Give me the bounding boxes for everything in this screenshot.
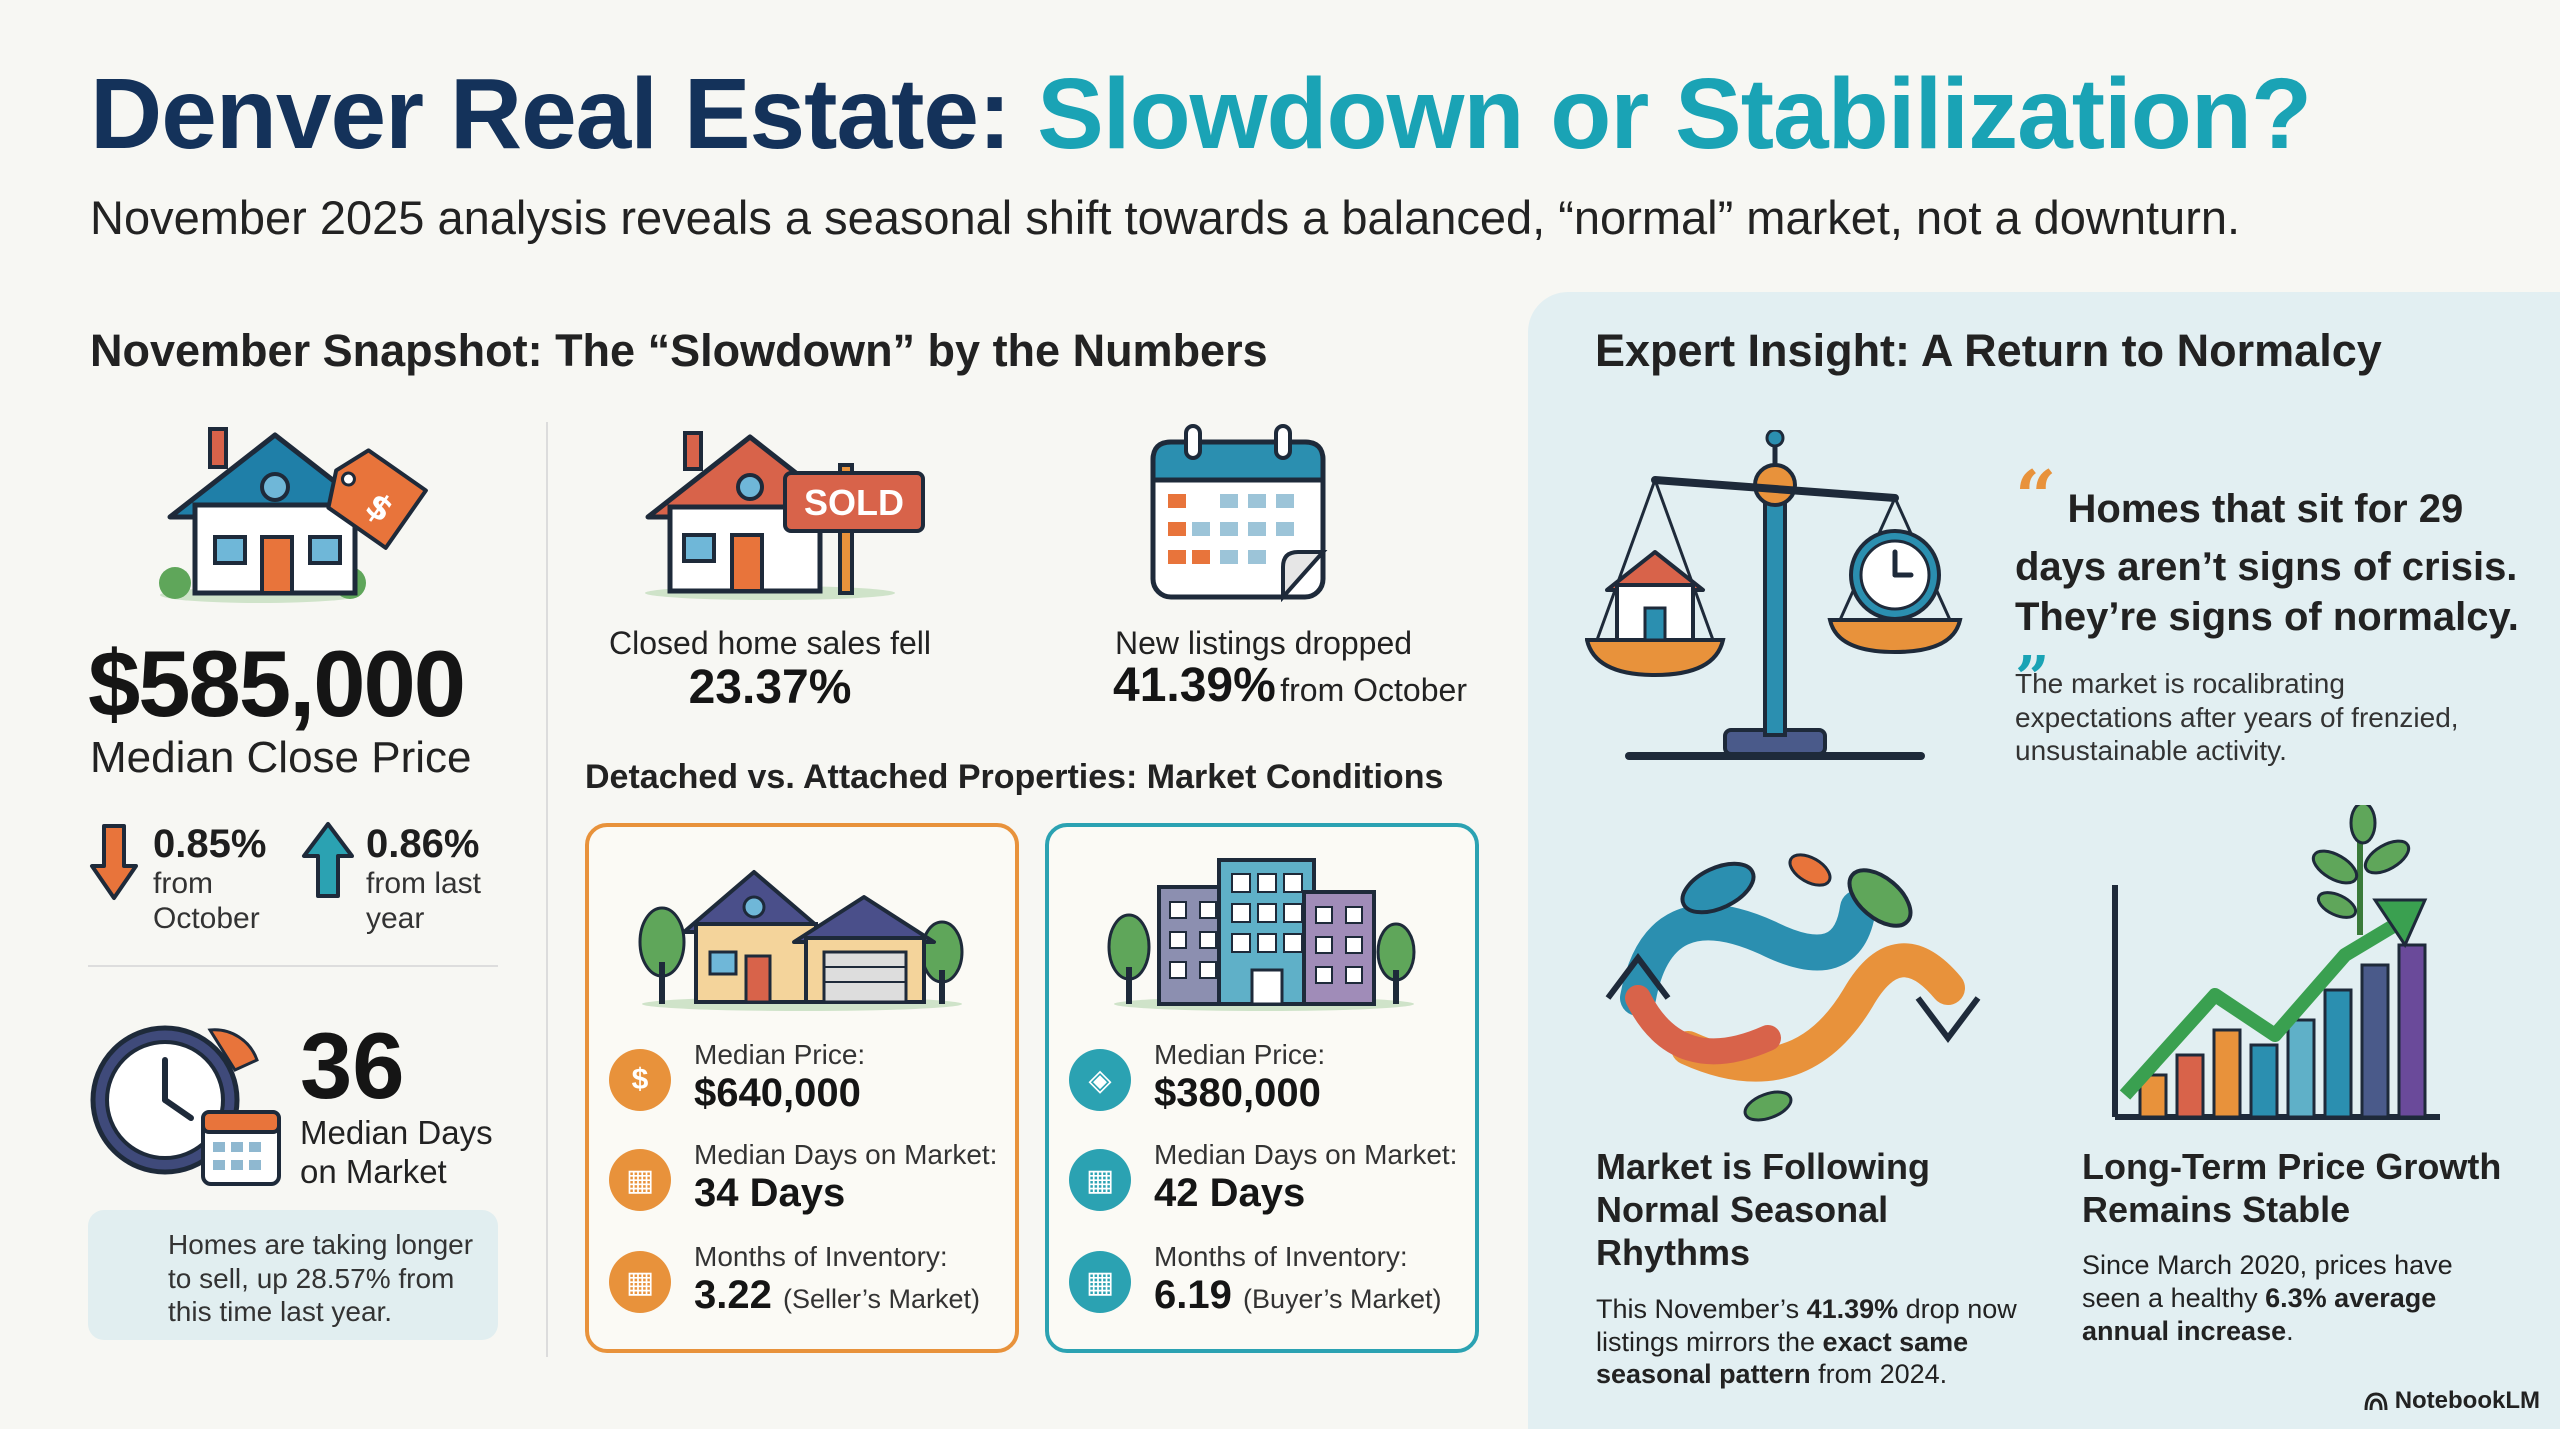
feature-seasonal-text-d: exact same seasonal pattern	[1596, 1326, 1969, 1390]
left-divider	[88, 965, 498, 967]
detached-house-icon	[638, 870, 964, 1011]
attached-price-value: $380,000	[1154, 1071, 1321, 1115]
balance-scale-icon	[1585, 430, 1963, 760]
attached-inventory-note: (Buyer’s Market)	[1242, 1284, 1442, 1314]
month-change-line-2: October	[153, 901, 260, 935]
attached-days-value: 42 Days	[1154, 1171, 1306, 1215]
detached-inventory-label: Months of Inventory:	[694, 1241, 948, 1272]
arrow-down-icon	[90, 824, 138, 900]
page-subtitle: November 2025 analysis reveals a seasona…	[90, 191, 2241, 244]
expert-quote: “ Homes that sit for 29 days aren’t sign…	[2015, 452, 2545, 717]
detached-price-label: Median Price:	[694, 1039, 866, 1070]
attached-inventory: Months of Inventory: 6.19 (Buyer’s Marke…	[1154, 1241, 1442, 1318]
expert-quote-sub: The market is rocalibrating expectations…	[2015, 668, 2459, 767]
feature-growth-title: Long-Term Price Growth Remains Stable	[2082, 1146, 2502, 1231]
feature-growth: Long-Term Price Growth Remains Stable Si…	[2082, 1145, 2502, 1348]
feature-seasonal-text-a: This November’s	[1596, 1293, 1807, 1324]
listings-label: New listings dropped	[1115, 625, 1413, 661]
feature-seasonal-title: Market is Following Normal Seasonal Rhyt…	[1596, 1146, 1931, 1274]
attached-price: Median Price: $380,000	[1154, 1039, 1325, 1116]
title-part-1: Denver Real Estate:	[90, 58, 1038, 170]
feature-growth-text-b: 6.3% average annual increase	[2082, 1283, 2437, 1347]
feature-growth-text-c: .	[2286, 1316, 2294, 1347]
vertical-divider	[546, 422, 548, 1357]
detached-card: $ Median Price: $640,000 ▦ Median Days o…	[585, 823, 1019, 1353]
insight-heading: Expert Insight: A Return to Normalcy	[1595, 325, 2382, 376]
brand-name: NotebookLM	[2394, 1387, 2540, 1414]
calendar-small-icon: ▦	[609, 1149, 671, 1211]
listings-value: 41.39% from October	[1113, 658, 1467, 713]
clock-calendar-icon	[90, 1025, 281, 1186]
dollar-icon: $	[609, 1049, 671, 1111]
attached-price-label: Median Price:	[1154, 1039, 1326, 1070]
year-change: 0.86% from last year	[366, 822, 481, 936]
detached-inventory-value: 3.22	[694, 1273, 772, 1317]
detached-days-value: 34 Days	[694, 1171, 846, 1215]
brand-watermark: NotebookLM	[2363, 1387, 2540, 1415]
days-callout: Homes are taking longer to sell, up 28.5…	[88, 1210, 498, 1340]
days-callout-text: Homes are taking longer to sell, up 28.5…	[168, 1229, 474, 1328]
listings-pct: 41.39%	[1113, 659, 1276, 712]
snapshot-heading: November Snapshot: The “Slowdown” by the…	[90, 325, 1268, 376]
house-price-tag-icon: $	[159, 427, 428, 603]
feature-seasonal-text-e: from 2024.	[1810, 1359, 1948, 1390]
detached-days: Median Days on Market: 34 Days	[694, 1139, 997, 1216]
feature-growth-text-a: Since March 2020, prices have seen a hea…	[2082, 1250, 2453, 1314]
feature-seasonal-text: This November’s 41.39% drop now listings…	[1596, 1293, 2036, 1392]
open-quote-icon: “	[2015, 454, 2057, 539]
sales-pct: 23.37%	[688, 661, 852, 714]
median-days-label: Median Days on Market	[300, 1114, 493, 1191]
close-quote-icon: ”	[2015, 644, 2050, 714]
feature-seasonal-text-c: drop now listings mirrors the	[1596, 1293, 2017, 1357]
detached-days-label: Median Days on Market:	[694, 1139, 998, 1170]
sold-sign-text: SOLD	[804, 482, 904, 523]
calendar-small-icon: ▦	[609, 1251, 671, 1313]
month-change-pct: 0.85%	[153, 822, 267, 866]
calendar-small-icon: ▦	[1069, 1251, 1131, 1313]
comparison-heading: Detached vs. Attached Properties: Market…	[585, 758, 1444, 796]
year-change-line-1: from last	[366, 867, 482, 900]
apartment-building-icon	[1107, 858, 1416, 1011]
notebooklm-logo-icon	[2364, 1392, 2388, 1411]
seasonal-cycle-icon	[1605, 853, 1981, 1122]
month-change: 0.85% from October	[153, 822, 266, 936]
feature-growth-text: Since March 2020, prices have seen a hea…	[2082, 1249, 2502, 1348]
expert-quote-text: Homes that sit for 29 days aren’t signs …	[2015, 487, 2519, 639]
price-tag-icon: ◈	[1069, 1049, 1131, 1111]
detached-price-value: $640,000	[694, 1071, 861, 1115]
calendar-icon	[1150, 424, 1328, 602]
sales-label: Closed home sales fell	[609, 625, 931, 661]
detached-inventory: Months of Inventory: 3.22 (Seller’s Mark…	[694, 1241, 980, 1318]
feature-seasonal-text-b: 41.39%	[1806, 1293, 1899, 1324]
median-close-price: $585,000	[88, 631, 466, 736]
attached-days: Median Days on Market: 42 Days	[1154, 1139, 1457, 1216]
median-days-label-2: on Market	[300, 1152, 447, 1190]
feature-seasonal: Market is Following Normal Seasonal Rhyt…	[1596, 1145, 2036, 1391]
attached-card: ◈ Median Price: $380,000 ▦ Median Days o…	[1045, 823, 1479, 1353]
detached-inventory-note: (Seller’s Market)	[782, 1284, 981, 1314]
year-change-line-2: year	[366, 901, 425, 935]
detached-price: Median Price: $640,000	[694, 1039, 865, 1116]
attached-inventory-value: 6.19	[1154, 1273, 1232, 1317]
median-days-label-1: Median Days	[300, 1114, 493, 1151]
sold-house-icon: SOLD	[645, 431, 925, 600]
calendar-small-icon: ▦	[1069, 1149, 1131, 1211]
attached-days-label: Median Days on Market:	[1154, 1139, 1458, 1170]
year-change-pct: 0.86%	[366, 822, 480, 866]
page-title: Denver Real Estate: Slowdown or Stabiliz…	[90, 62, 2312, 167]
title-part-2: Slowdown or Stabilization?	[1037, 58, 2312, 170]
median-days-value: 36	[300, 1013, 405, 1118]
median-close-price-label: Median Close Price	[90, 733, 472, 782]
price-growth-chart-icon	[2112, 805, 2440, 1120]
arrow-up-icon	[302, 822, 354, 898]
month-change-line-1: from	[153, 867, 213, 900]
attached-inventory-label: Months of Inventory:	[1154, 1241, 1408, 1272]
listings-tail: from October	[1280, 672, 1467, 708]
